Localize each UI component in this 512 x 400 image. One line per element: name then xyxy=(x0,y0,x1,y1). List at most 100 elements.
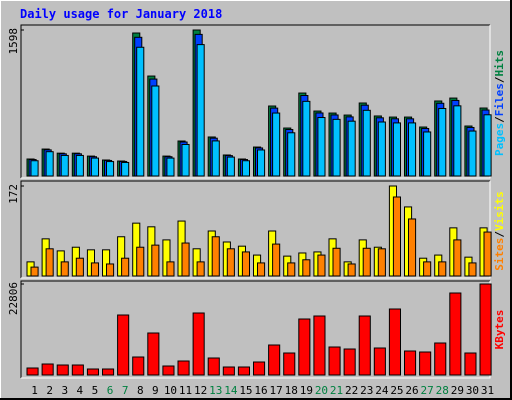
x-tick-label: 11 xyxy=(179,384,192,397)
bar xyxy=(117,314,130,376)
bar xyxy=(479,283,492,376)
legend-entry: KBytes xyxy=(493,310,506,350)
x-tick-label: 4 xyxy=(77,384,84,397)
bar xyxy=(90,262,100,277)
bar xyxy=(483,231,492,277)
bar xyxy=(177,360,190,376)
bar xyxy=(241,251,250,277)
panel-border xyxy=(20,180,490,278)
bar xyxy=(211,236,220,277)
bar xyxy=(404,350,417,376)
x-tick-label: 2 xyxy=(46,384,53,397)
bar xyxy=(423,261,432,277)
x-tick-label: 19 xyxy=(300,384,313,397)
bar xyxy=(30,160,39,177)
legend-entry: Files xyxy=(493,83,506,116)
x-tick-label: 21 xyxy=(330,384,343,397)
legend-separator: / xyxy=(493,116,506,123)
bar xyxy=(56,364,69,376)
bar xyxy=(438,107,447,177)
y-tick-label: 22806 xyxy=(7,282,20,315)
x-tick-label: 27 xyxy=(421,384,434,397)
bar xyxy=(377,248,386,277)
bar xyxy=(71,364,84,376)
bar xyxy=(226,156,235,177)
chart-title: Daily usage for January 2018 xyxy=(20,7,222,21)
bar xyxy=(332,118,341,177)
x-tick-label: 18 xyxy=(285,384,298,397)
legend-entry: Hits xyxy=(493,50,506,77)
bar xyxy=(75,154,84,177)
legend: Pages/Files/Hits xyxy=(493,50,506,156)
bar xyxy=(438,261,447,277)
x-tick-label: 8 xyxy=(137,384,144,397)
legend-entry: Sites xyxy=(493,238,506,271)
x-tick-label: 23 xyxy=(360,384,373,397)
bar xyxy=(192,312,205,376)
x-tick-label: 5 xyxy=(92,384,99,397)
bar xyxy=(106,263,115,277)
y-tick-label: 172 xyxy=(7,184,20,204)
x-tick-label: 29 xyxy=(451,384,464,397)
bar xyxy=(60,154,69,177)
legend: Sites/Visits xyxy=(493,191,506,271)
x-tick-label: 3 xyxy=(61,384,68,397)
bar xyxy=(464,352,477,376)
bar xyxy=(392,122,401,177)
x-tick-label: 13 xyxy=(209,384,222,397)
bar xyxy=(298,318,311,376)
panel-border xyxy=(21,181,491,279)
bar xyxy=(257,149,266,177)
bar xyxy=(362,247,371,277)
bar xyxy=(121,257,130,277)
bar xyxy=(272,243,281,277)
bar xyxy=(151,244,160,277)
bar xyxy=(257,262,266,277)
bar xyxy=(253,361,266,376)
bar xyxy=(121,161,130,177)
bar xyxy=(468,130,477,177)
bar xyxy=(358,315,371,376)
x-tick-label: 17 xyxy=(270,384,283,397)
bar xyxy=(75,257,84,277)
bar xyxy=(181,143,190,177)
bar xyxy=(272,112,281,177)
bar xyxy=(373,347,386,376)
bar xyxy=(302,100,311,177)
legend-separator: / xyxy=(493,231,506,238)
x-tick-label: 15 xyxy=(239,384,252,397)
bar xyxy=(211,140,220,177)
bar xyxy=(151,85,160,177)
bar xyxy=(347,120,356,177)
bar xyxy=(196,261,205,277)
bar xyxy=(166,157,175,177)
panel-border xyxy=(21,25,491,179)
x-tick-label: 9 xyxy=(152,384,159,397)
bar xyxy=(147,332,160,376)
bar xyxy=(241,160,250,177)
panels xyxy=(20,24,491,379)
bar xyxy=(453,105,462,177)
bar xyxy=(26,367,39,376)
bar xyxy=(45,151,54,177)
bar xyxy=(41,363,54,376)
x-tick-label: 22 xyxy=(345,384,358,397)
bar xyxy=(30,266,39,277)
x-tick-label: 7 xyxy=(122,384,129,397)
bar xyxy=(377,121,386,177)
bar xyxy=(347,263,356,277)
bar xyxy=(388,308,401,376)
bar xyxy=(419,351,432,376)
bar xyxy=(45,248,54,277)
legend-entry: Visits xyxy=(493,191,506,231)
x-tick-label: 16 xyxy=(254,384,267,397)
panel-border xyxy=(20,280,490,378)
bar xyxy=(468,262,477,277)
bar xyxy=(408,218,417,277)
legend-entry: Pages xyxy=(493,123,506,156)
bar xyxy=(162,365,175,376)
bar xyxy=(317,117,326,177)
x-tick-label: 25 xyxy=(390,384,403,397)
